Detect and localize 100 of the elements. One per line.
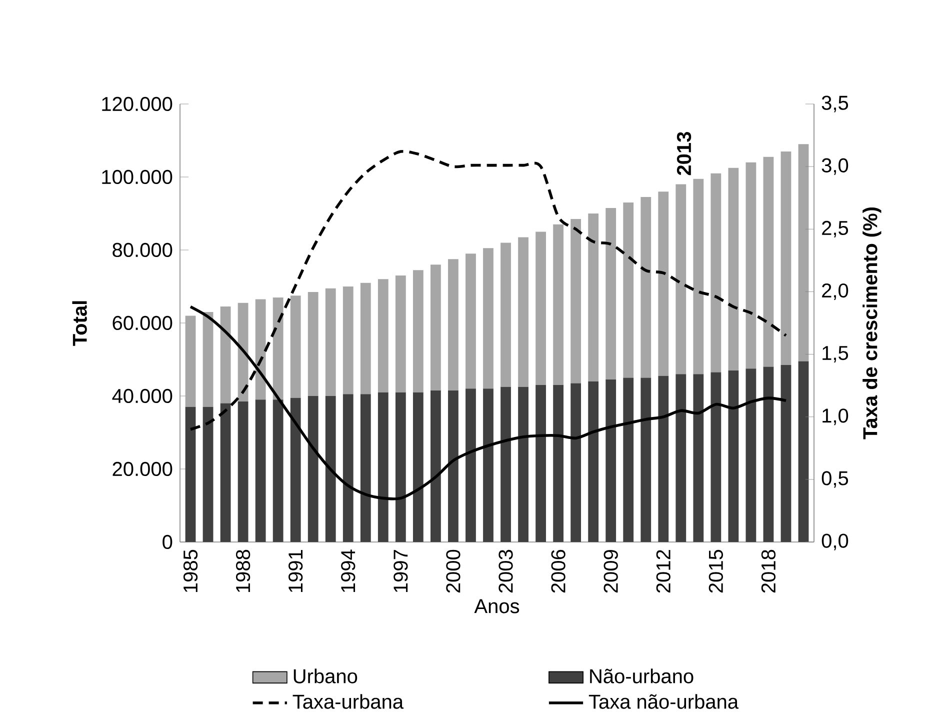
bar <box>395 392 406 542</box>
bar <box>640 197 652 378</box>
bar <box>466 388 476 542</box>
bar <box>360 394 371 542</box>
x-tick-label: 2015 <box>708 550 723 593</box>
bar <box>500 242 511 387</box>
x-tick-label: 2018 <box>761 550 776 593</box>
bar <box>553 224 564 386</box>
bar <box>360 282 371 394</box>
bar <box>290 296 301 398</box>
bar <box>238 302 248 402</box>
bar <box>412 270 424 392</box>
y2-tick-label: 0,0 <box>822 534 848 550</box>
y-tick-label: 80.000 <box>112 242 172 258</box>
bar <box>710 372 722 542</box>
legend-label: Taxa-urbana <box>292 694 404 709</box>
bar <box>588 381 599 542</box>
x-tick-label: 2012 <box>656 550 670 593</box>
y2-tick-label: 2,0 <box>822 283 848 300</box>
y-tick-label: 40.000 <box>112 388 172 404</box>
bar <box>448 390 458 542</box>
bar <box>746 368 756 542</box>
bar <box>623 202 634 378</box>
bar <box>448 259 458 391</box>
annotation: 2013 <box>676 132 692 176</box>
y2-tick-label: 1,0 <box>822 408 848 426</box>
bar <box>483 248 494 389</box>
bar <box>588 213 599 382</box>
bar <box>658 192 669 376</box>
y2-tick-label: 2,5 <box>822 220 848 238</box>
x-tick-label: 2000 <box>446 550 460 593</box>
bar <box>185 316 196 407</box>
bar <box>693 178 704 374</box>
bar <box>676 184 686 374</box>
bar <box>395 276 406 392</box>
x-tick-label: 1994 <box>341 550 356 592</box>
bar <box>606 208 616 380</box>
bar <box>676 374 686 542</box>
x-tick-label: 2009 <box>604 550 618 593</box>
bar <box>255 400 266 542</box>
bar <box>272 297 284 400</box>
y2-tick-label: 3,0 <box>822 158 848 175</box>
y-axis-title: Total <box>72 301 87 346</box>
x-tick-label: 1991 <box>288 550 303 592</box>
y-tick-label: 0 <box>162 534 172 550</box>
bar <box>570 383 582 542</box>
bar <box>553 385 564 542</box>
bar <box>272 400 284 542</box>
legend-label: Taxa não-urbana <box>588 694 739 709</box>
bar <box>308 396 318 542</box>
bar <box>570 218 582 384</box>
x-tick-label: 1997 <box>394 550 408 592</box>
bar <box>536 232 546 386</box>
bar <box>780 151 792 365</box>
y-tick-label: 20.000 <box>112 462 172 476</box>
bar <box>518 237 528 387</box>
legend-label: Urbano <box>294 668 358 684</box>
x-tick-label: 1985 <box>183 550 198 592</box>
y2-tick-label: 1,5 <box>822 346 848 362</box>
bar <box>518 386 528 542</box>
bar <box>746 162 756 369</box>
bar <box>763 156 774 367</box>
bar <box>202 312 214 407</box>
bar <box>378 279 388 392</box>
bar <box>342 286 354 394</box>
y2-tick-label: 3,5 <box>822 96 848 112</box>
bar <box>728 370 739 542</box>
bar <box>430 390 441 542</box>
y-tick-label: 60.000 <box>112 316 172 330</box>
bar <box>220 403 231 542</box>
bar <box>412 392 424 542</box>
bar <box>325 288 336 396</box>
bar <box>500 386 511 542</box>
bar <box>202 406 214 542</box>
bar <box>185 406 196 542</box>
bar <box>710 173 722 372</box>
bar <box>220 306 231 404</box>
bar <box>536 385 546 542</box>
bar <box>640 378 652 542</box>
bar <box>798 144 809 362</box>
y2-axis-title: Taxa de crescimento (%) <box>862 207 882 440</box>
x-tick-label: 2006 <box>551 550 566 593</box>
bar <box>623 378 634 542</box>
bar <box>658 376 669 542</box>
bar <box>483 388 494 542</box>
bar <box>606 380 616 542</box>
bar <box>325 396 336 542</box>
x-tick-label: 1988 <box>236 550 250 592</box>
y2-tick-label: 0,5 <box>822 471 848 488</box>
bar <box>780 364 792 542</box>
y-tick-label: 120.000 <box>102 96 172 112</box>
x-tick-label: 2003 <box>498 550 513 593</box>
legend-label: Não-urbano <box>590 668 694 684</box>
x-axis-title: Anos <box>474 599 520 614</box>
bar <box>466 254 476 389</box>
bar <box>430 264 441 391</box>
bar <box>255 299 266 400</box>
bar <box>798 361 809 542</box>
bar <box>290 398 301 542</box>
bar <box>238 401 248 542</box>
